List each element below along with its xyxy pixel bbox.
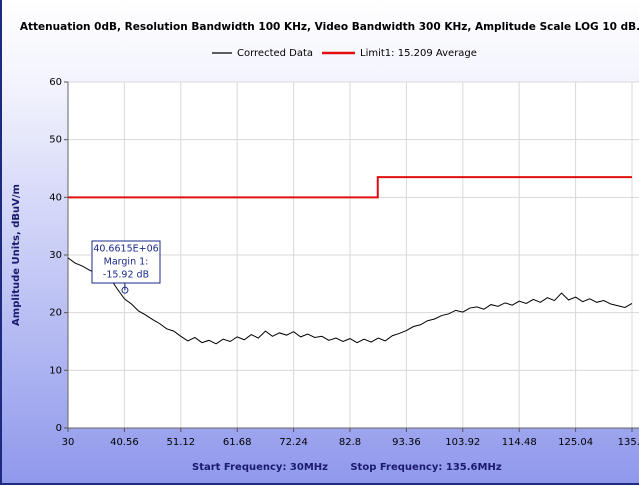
x-tick-label: 30 [62,437,75,448]
x-tick-label: 40.56 [110,437,139,448]
annotation-text: -15.92 dB [103,270,149,281]
x-tick-label: 125.04 [558,437,593,448]
y-tick-label: 60 [49,77,62,88]
annotation-box [91,240,161,284]
chart-title: Attenuation 0dB, Resolution Bandwidth 10… [20,21,639,33]
x-tick-label: 114.48 [502,437,537,448]
y-tick-label: 0 [56,423,62,434]
y-tick-label: 30 [49,250,62,261]
x-tick-label: 61.68 [223,437,252,448]
x-tick-label: 51.12 [166,437,195,448]
y-tick-label: 10 [49,365,62,376]
annotation-text: Margin 1: [104,257,149,268]
x-tick-label: 93.36 [392,437,421,448]
legend-label: Corrected Data [237,48,313,59]
x-tick-label: 82.8 [339,437,361,448]
y-tick-label: 20 [49,308,62,319]
x-axis-label: Stop Frequency: 135.6MHz [350,462,501,473]
series-line [67,257,633,345]
frame-left [0,0,2,485]
x-tick-label: 103.92 [445,437,480,448]
frame-bottom [0,483,639,485]
y-axis-label: Amplitude Units, dBuV/m [11,184,22,326]
x-tick-label: 72.24 [279,437,308,448]
x-tick-label: 135.6 [618,437,639,448]
legend-label: Limit1: 15.209 Average [360,48,477,59]
annotation-marker [121,286,129,294]
y-tick-label: 50 [49,135,62,146]
series-line [68,176,632,199]
x-axis-label: Start Frequency: 30MHz [192,462,328,473]
y-tick-label: 40 [49,192,62,203]
annotation-text: 40.6615E+06 [93,244,158,255]
